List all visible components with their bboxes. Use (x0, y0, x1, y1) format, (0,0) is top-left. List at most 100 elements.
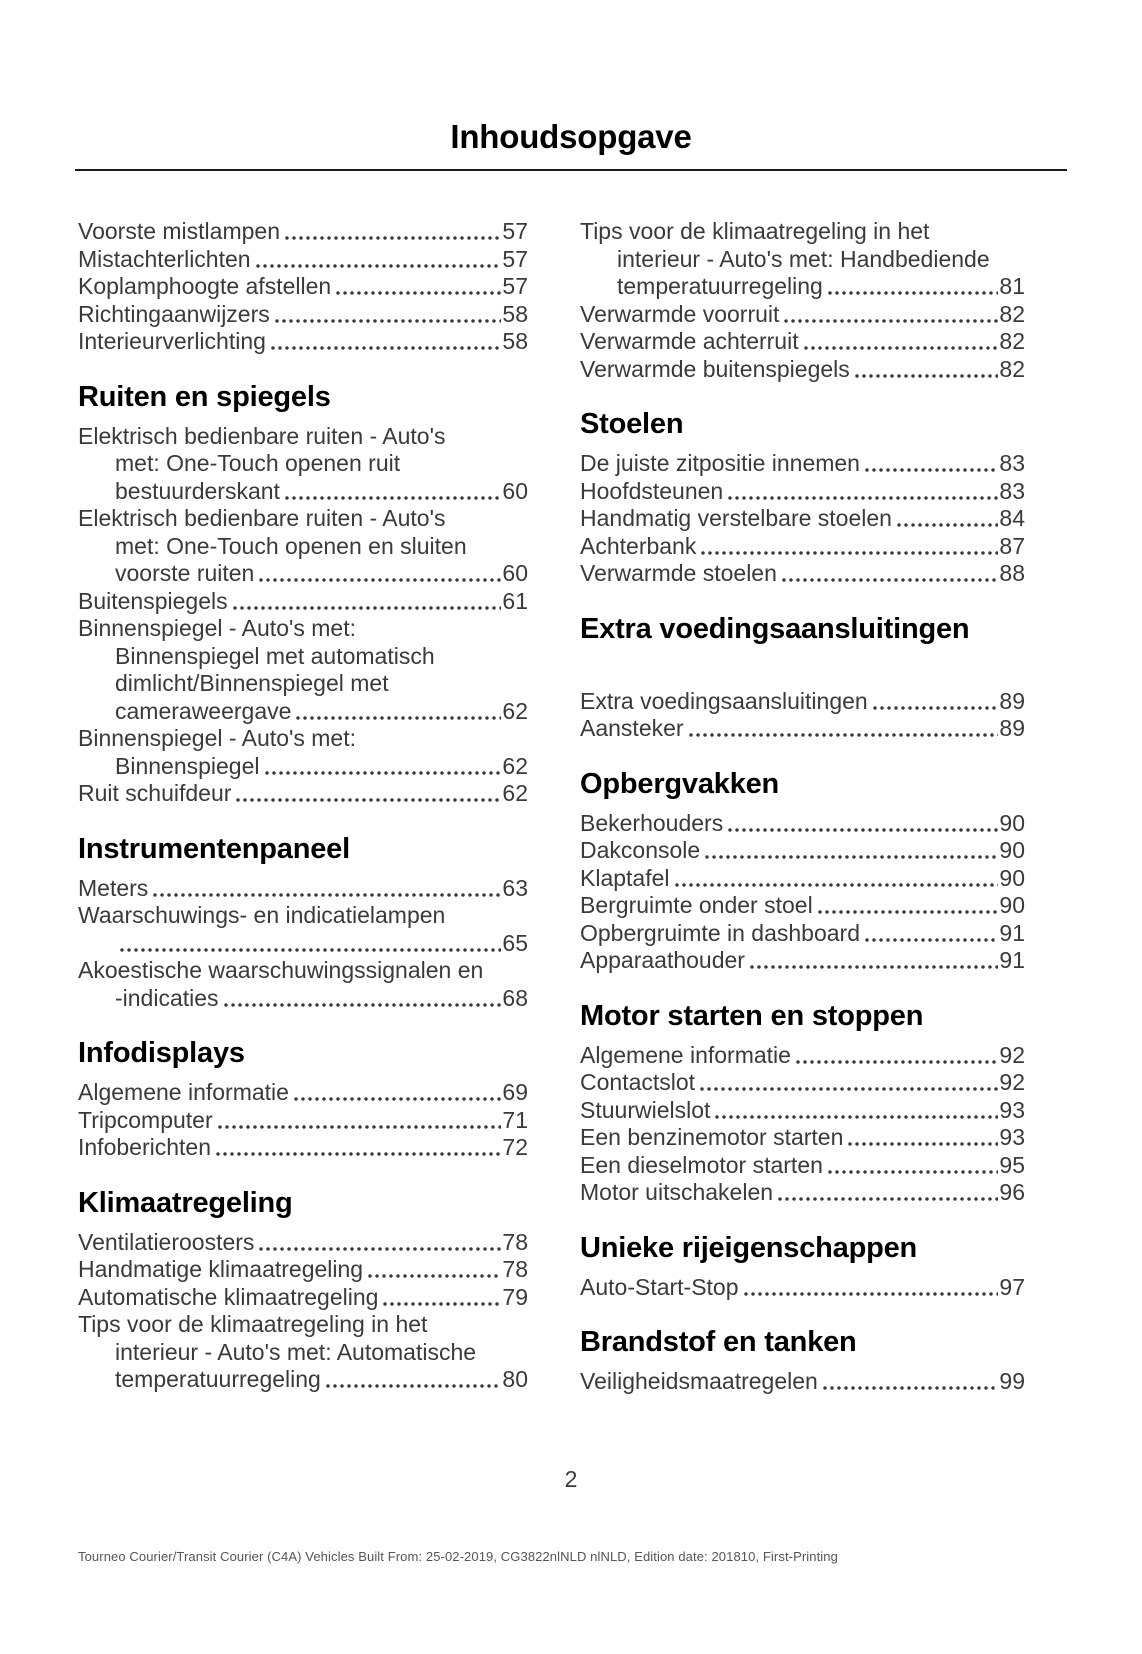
dot-leader (748, 964, 999, 970)
toc-entry-page: 57 (502, 245, 528, 272)
toc-entry: Bergruimte onder stoel 90 (580, 892, 1025, 920)
toc-entry-label-line: interieur - Auto's met: Automatische (115, 1338, 477, 1365)
toc-entry: Richtingaanwijzers 58 (78, 301, 528, 329)
toc-entry-last-line: Tripcomputer 71 (78, 1107, 528, 1135)
footer-publication-info: Tourneo Courier/Transit Courier (C4A) Ve… (78, 1549, 838, 1564)
toc-entry-page: 69 (502, 1079, 528, 1105)
toc-entry-page: 82 (999, 328, 1025, 354)
toc-entry-page: 84 (999, 505, 1025, 531)
section-heading: Instrumentenpaneel (78, 832, 350, 865)
toc-entry-page: 83 (999, 450, 1025, 476)
toc-entry: De juiste zitpositie innemen 83 (580, 450, 1025, 478)
dot-leader (826, 290, 999, 296)
toc-entry-label: Opbergruimte in dashboard (580, 919, 860, 946)
dot-leader (335, 290, 502, 296)
toc-entry: Mistachterlichten 57 (78, 246, 528, 274)
toc-entry-label-line: Tips voor de klimaatregeling in het (78, 1311, 428, 1337)
dot-leader (235, 797, 502, 803)
toc-entry: Bekerhouders 90 (580, 810, 1025, 838)
toc-entry-label-line: Tips voor de klimaatregeling in het (580, 218, 930, 244)
toc-entry-page: 96 (999, 1179, 1025, 1205)
toc-entry: Tripcomputer 71 (78, 1107, 528, 1135)
toc-section: Tips voor de klimaatregeling in het inter… (580, 218, 1025, 383)
dot-leader (783, 317, 999, 324)
dot-leader (119, 946, 502, 953)
toc-entry-label: Apparaathouder (580, 947, 745, 973)
toc-entry-label-line: Elektrisch bedienbare ruiten - Auto's (78, 422, 446, 449)
dot-leader (816, 909, 999, 915)
toc-entry: Handmatige klimaatregeling 78 (78, 1256, 528, 1284)
toc-entry-label-line: met: One-Touch openen ruit (115, 450, 401, 476)
toc-entry-label-line: interieur - Auto's met: Handbediende (617, 245, 990, 272)
toc-entry-page: 60 (502, 560, 528, 586)
toc-entry-label: Interieurverlichting (78, 328, 266, 354)
toc-entry-last-line: Ventilatieroosters 78 (78, 1229, 528, 1257)
toc-entry-last-line: Bekerhouders 90 (580, 810, 1025, 838)
toc-entry-page: 57 (502, 273, 528, 299)
dot-leader (826, 1168, 999, 1175)
toc-entry-page: 65 (502, 929, 528, 956)
toc-entry-last-line: Contactslot 92 (580, 1069, 1025, 1097)
toc-entry-label-line: Elektrisch bedienbare ruiten - Auto's (78, 505, 446, 531)
toc-entry-label: Algemene informatie (580, 1041, 791, 1068)
toc-entry: Infoberichten 72 (78, 1134, 528, 1162)
dot-leader (727, 826, 999, 833)
toc-section: Opbergvakken Bekerhouders 90 Dakconsole 90 Kl… (580, 765, 1025, 975)
section-heading: Extra voedingsaansluitingen (580, 612, 970, 645)
toc-entry-label: De juiste zitpositie innemen (580, 450, 860, 476)
dot-leader (853, 372, 999, 379)
toc-entry: Opbergruimte in dashboard 91 (580, 920, 1025, 948)
toc-entry-last-line: Handmatig verstelbare stoelen 84 (580, 505, 1025, 533)
toc-entry-page: 87 (999, 532, 1025, 559)
toc-entry-page: 63 (502, 874, 528, 901)
section-heading: Opbergvakken (580, 767, 780, 800)
toc-entry-label-line: met: One-Touch openen en sluiten (115, 532, 467, 559)
toc-entry-page: 81 (999, 273, 1025, 299)
toc-entry-last-line: De juiste zitpositie innemen 83 (580, 450, 1025, 478)
toc-entry: Algemene informatie 92 (580, 1042, 1025, 1070)
dot-leader (699, 1086, 999, 1092)
toc-column-left: Voorste mistlampen 57 Mistachterlichten 57 K… (78, 218, 528, 1396)
toc-entry-last-line: Auto-Start-Stop 97 (580, 1274, 1025, 1302)
dot-leader (283, 494, 502, 501)
toc-entry-label: Veiligheidsmaatregelen (580, 1368, 818, 1394)
dot-leader (871, 704, 999, 711)
toc-entry-page: 88 (999, 560, 1025, 586)
toc-entry-last-line: 65 (78, 930, 528, 958)
dot-leader (222, 1001, 502, 1008)
toc-entry-last-line: Verwarmde stoelen 88 (580, 560, 1025, 588)
toc-entry: Elektrisch bedienbare ruiten - Auto's met… (78, 505, 528, 588)
dot-leader (727, 494, 999, 501)
toc-section: Infodisplays Algemene informatie 69 Tripcom… (78, 1034, 528, 1162)
toc-entry-label-line: Akoestische waarschuwingssignalen en (78, 957, 484, 983)
toc-entry-last-line: cameraweergave 62 (78, 698, 528, 726)
toc-entry-label: Contactslot (580, 1069, 696, 1095)
toc-entry-page: 82 (999, 355, 1025, 382)
toc-entry-page: 82 (999, 300, 1025, 327)
dot-leader (258, 1245, 502, 1252)
toc-entry-label: Motor uitschakelen (580, 1179, 774, 1205)
toc-section: Extra voedingsaansluitingen Extra voeding… (580, 610, 1025, 743)
toc-entry-last-line: temperatuurregeling 81 (580, 273, 1025, 301)
dot-leader (700, 549, 999, 556)
toc-entry-last-line: Ruit schuifdeur 62 (78, 780, 528, 808)
toc-entry: Interieurverlichting 58 (78, 328, 528, 356)
toc-entry-last-line: Achterbank 87 (580, 533, 1025, 561)
dot-leader (263, 769, 502, 776)
toc-entry-last-line: Motor uitschakelen 96 (580, 1179, 1025, 1207)
toc-entry: Voorste mistlampen 57 (78, 218, 528, 246)
dot-leader (295, 714, 502, 721)
toc-entry-label: Voorste mistlampen (78, 218, 280, 244)
toc-entry-page: 57 (502, 218, 528, 244)
toc-entry-label: Aansteker (580, 715, 684, 741)
toc-entry-page: 62 (502, 780, 528, 806)
toc-section: Instrumentenpaneel Meters 63 Waarschuwings-… (78, 830, 528, 1013)
toc-entry-last-line: Aansteker 89 (580, 715, 1025, 743)
toc-entry-label: Verwarmde achterruit (580, 328, 799, 354)
toc-entry-last-line: Handmatige klimaatregeling 78 (78, 1256, 528, 1284)
toc-entry-last-line: Bergruimte onder stoel 90 (580, 892, 1025, 920)
toc-entry-page: 90 (999, 892, 1025, 918)
toc-entry: Waarschuwings- en indicatielampen 65 (78, 902, 528, 957)
toc-entry-label-line: Binnenspiegel - Auto's met: (78, 725, 356, 751)
dot-leader (382, 1300, 502, 1307)
